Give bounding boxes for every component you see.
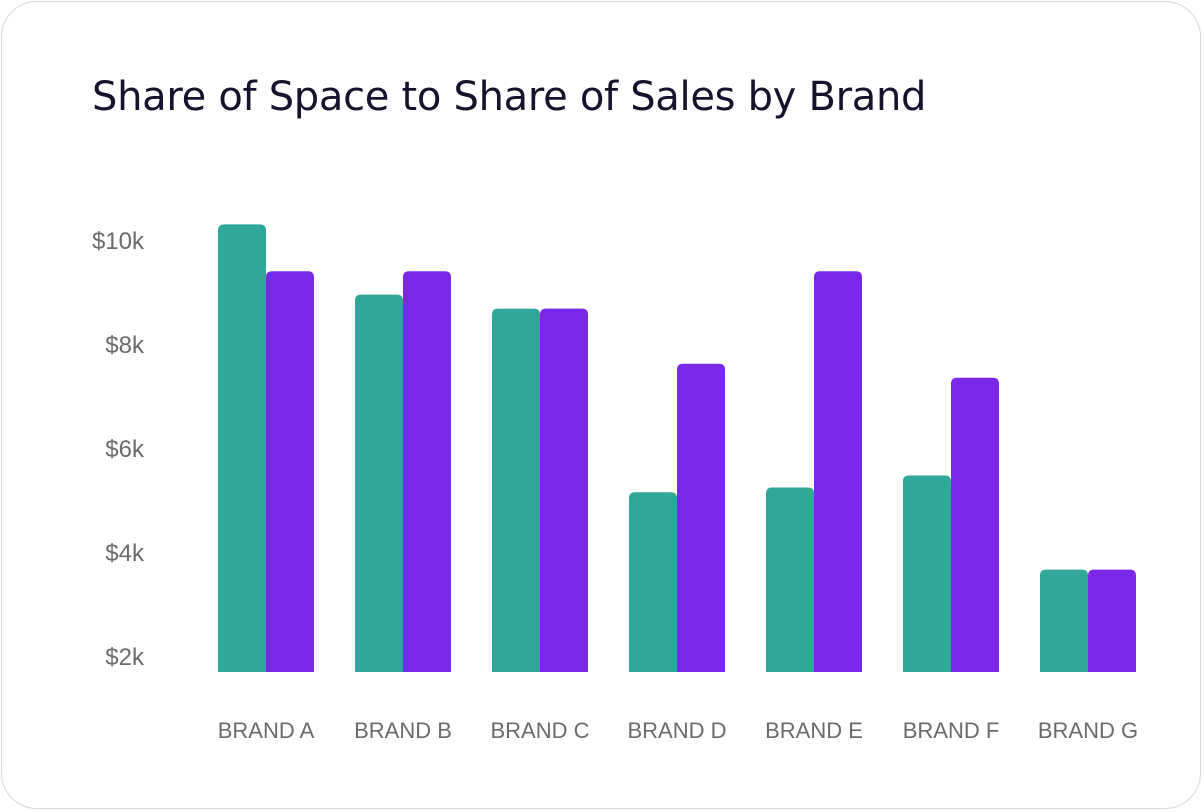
y-tick-label: $10k: [92, 228, 145, 255]
bar-brand-g-series-1: [1040, 569, 1088, 672]
x-category-label: BRAND G: [1038, 718, 1138, 743]
y-tick-label: $4k: [105, 540, 145, 567]
bar-brand-a-series-2: [266, 271, 314, 672]
chart-title: Share of Space to Share of Sales by Bran…: [92, 74, 927, 120]
x-category-label: BRAND A: [218, 718, 315, 743]
y-tick-label: $8k: [105, 332, 145, 359]
x-category-label: BRAND D: [627, 718, 726, 743]
x-category-label: BRAND F: [903, 718, 1000, 743]
bar-brand-g-series-2: [1088, 569, 1136, 672]
bar-brand-d-series-1: [629, 492, 677, 672]
bar-brand-f-series-2: [951, 377, 999, 672]
y-tick-label: $2k: [105, 644, 145, 671]
x-category-label: BRAND C: [490, 718, 589, 743]
bar-brand-c-series-1: [492, 308, 540, 672]
x-category-label: BRAND B: [354, 718, 452, 743]
y-axis: $2k $4k $6k $8k $10k: [92, 228, 145, 671]
bar-brand-c-series-2: [540, 308, 588, 672]
x-category-label: BRAND E: [765, 718, 863, 743]
x-axis: BRAND A BRAND B BRAND C BRAND D BRAND E BRAND…: [218, 718, 1138, 743]
bar-brand-a-series-1: [218, 224, 266, 672]
bars: [218, 224, 1136, 672]
bar-brand-f-series-1: [903, 475, 951, 672]
bar-brand-b-series-1: [355, 294, 403, 672]
y-tick-label: $6k: [105, 436, 145, 463]
bar-brand-e-series-2: [814, 271, 862, 672]
bar-brand-d-series-2: [677, 363, 725, 672]
bar-brand-b-series-2: [403, 271, 451, 672]
bar-brand-e-series-1: [766, 487, 814, 672]
